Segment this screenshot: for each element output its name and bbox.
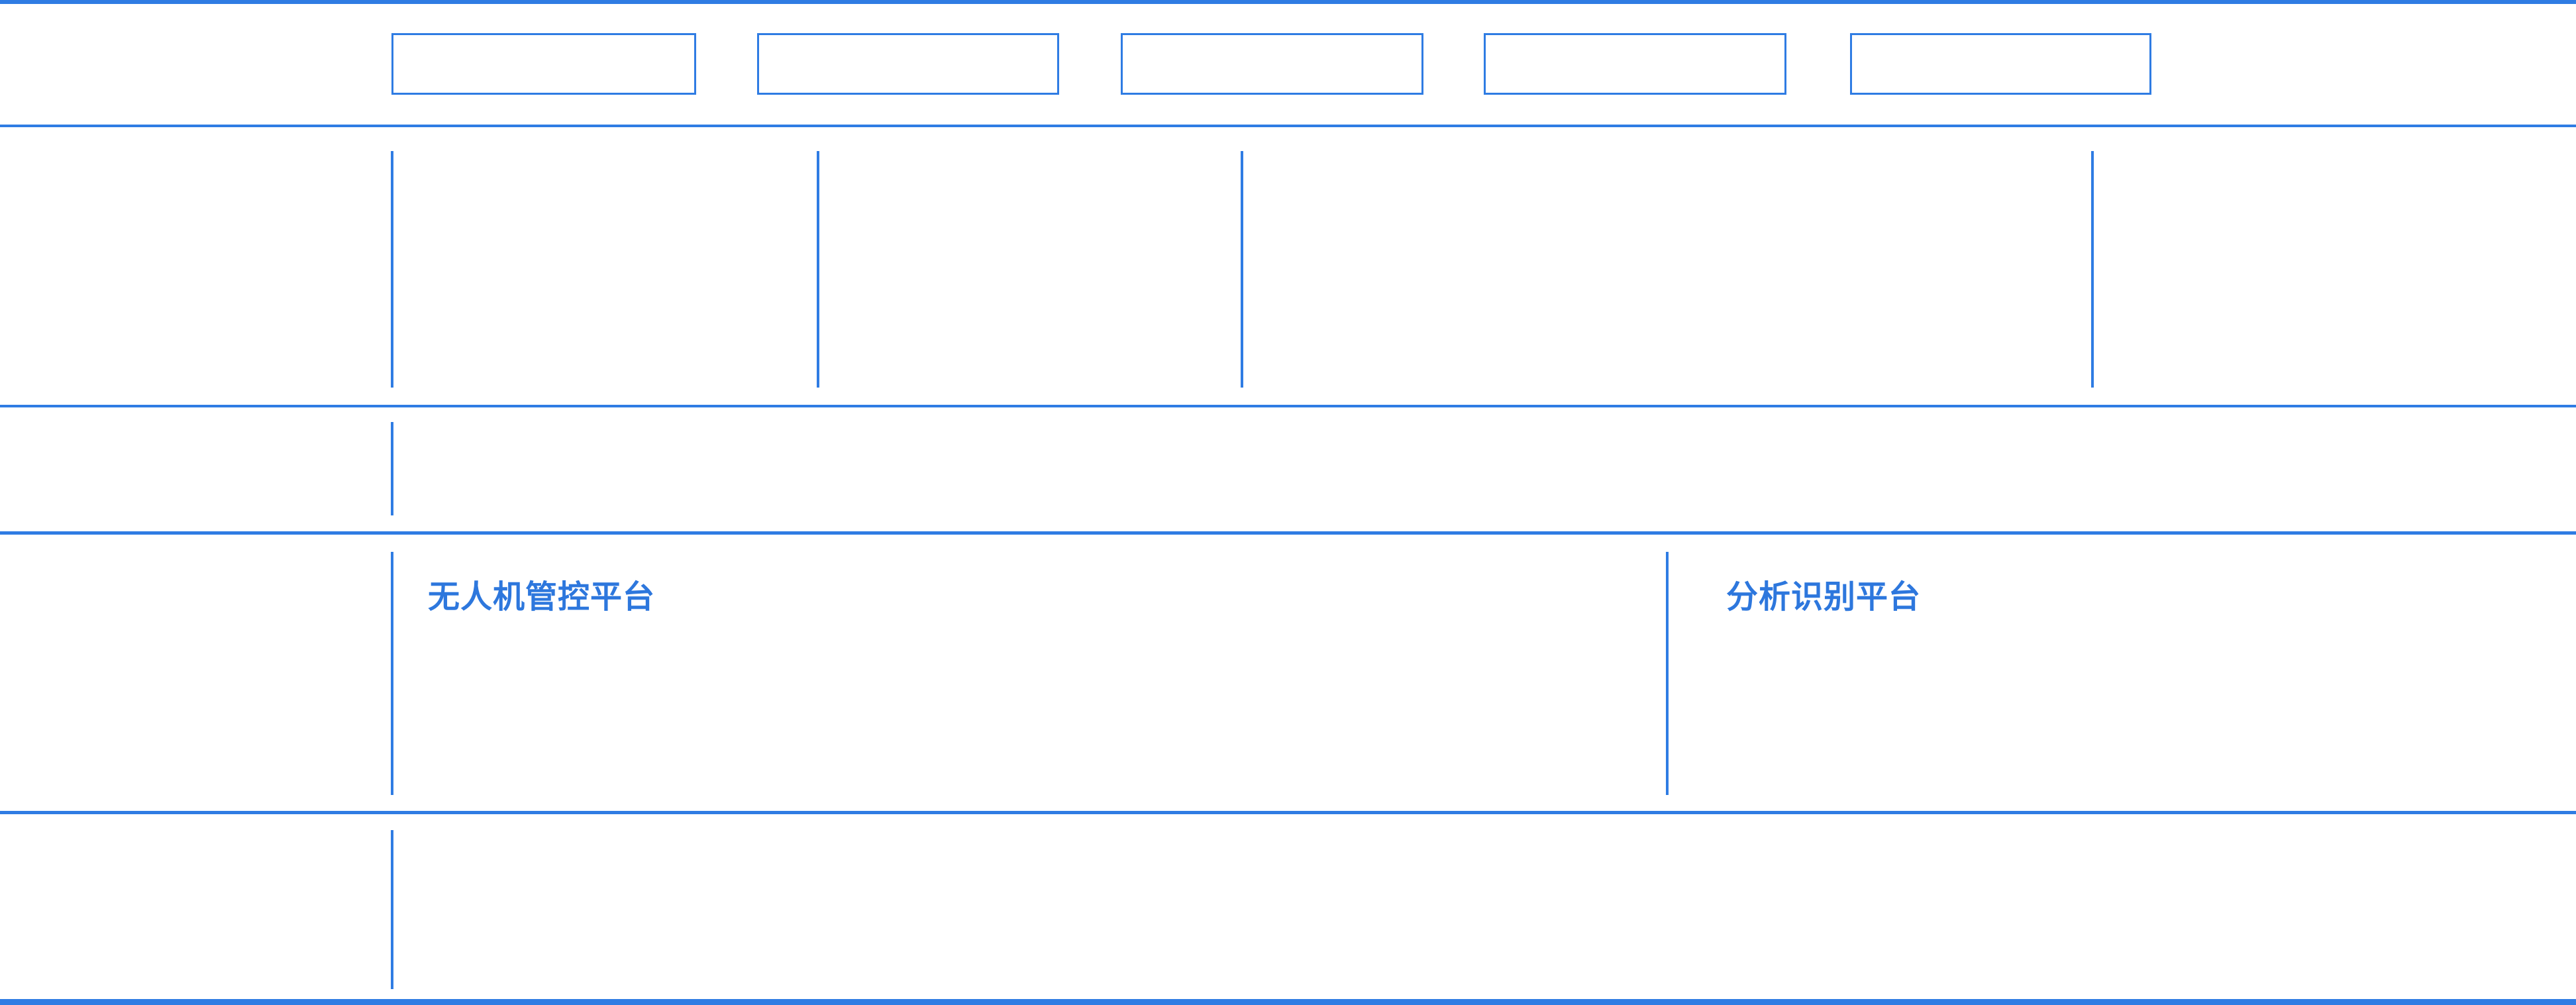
- header-box-2[interactable]: [757, 33, 1059, 95]
- row2-column-divider-1: [391, 151, 393, 388]
- row5-column-divider-1: [391, 830, 393, 989]
- platform-title-drone-control: 无人机管控平台: [428, 580, 656, 615]
- row-divider-2: [0, 405, 2576, 407]
- row4-column-divider-2: [1666, 552, 1669, 795]
- header-box-3[interactable]: [1121, 33, 1423, 95]
- row-divider-4: [0, 811, 2576, 814]
- row2-column-divider-4: [2091, 151, 2094, 388]
- row2-column-divider-3: [1241, 151, 1243, 388]
- row-divider-3: [0, 531, 2576, 535]
- platform-title-analysis-recognition: 分析识别平台: [1726, 580, 1922, 615]
- row3-column-divider-1: [391, 422, 393, 515]
- bottom-border: [0, 999, 2576, 1005]
- row-divider-1: [0, 125, 2576, 127]
- row2-column-divider-2: [817, 151, 819, 388]
- row4-column-divider-1: [391, 552, 393, 795]
- header-box-4[interactable]: [1484, 33, 1786, 95]
- header-box-1[interactable]: [391, 33, 696, 95]
- header-box-5[interactable]: [1850, 33, 2151, 95]
- top-border: [0, 0, 2576, 4]
